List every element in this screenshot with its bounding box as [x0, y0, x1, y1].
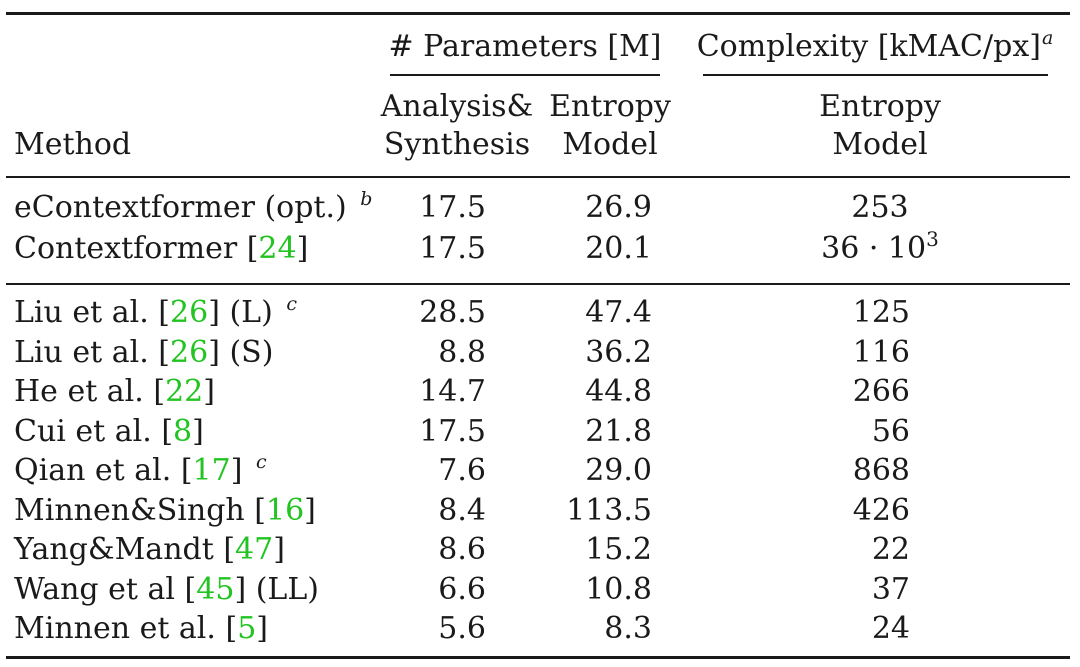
analysis-synthesis-value: 8.4 — [438, 492, 486, 528]
bottom-rule — [6, 656, 1070, 659]
group-separator-rule — [6, 283, 1070, 285]
citation-link[interactable]: 5 — [237, 611, 257, 646]
complexity-value: 116 — [852, 334, 910, 370]
analysis-synthesis-value: 6.6 — [438, 571, 486, 607]
entropy-complexity-header: Entropy Model — [819, 89, 941, 162]
method-name: Cui et al. — [14, 413, 152, 449]
entropy-params-value: 36.2 — [585, 334, 652, 370]
complexity-value: 868 — [852, 453, 910, 488]
method-name: Yang&Mandt — [14, 532, 214, 567]
analysis-synthesis-value: 17.5 — [419, 190, 486, 225]
method-cell: Minnen&Singh [16] — [14, 492, 316, 528]
method-cell: Minnen et al. [5] — [14, 611, 268, 646]
method-cell: eContextformer (opt.) b — [14, 188, 373, 229]
citation-link[interactable]: 45 — [196, 571, 235, 607]
complexity-group-header: Complexity [kMAC/px]a — [696, 27, 1054, 64]
method-name: He et al. — [14, 374, 144, 409]
method-variant: (LL) — [255, 571, 319, 607]
method-cell: Liu et al. [26] (S) — [14, 334, 274, 370]
citation-link[interactable]: 24 — [258, 231, 297, 266]
entropy-params-header: Entropy Model — [549, 89, 671, 162]
citation-link[interactable]: 26 — [170, 295, 209, 330]
method-cell: Cui et al. [8] — [14, 413, 204, 449]
complexity-value: 125 — [852, 295, 910, 330]
entropy-params-value: 8.3 — [604, 611, 652, 646]
citation-link[interactable]: 16 — [265, 492, 305, 528]
method-cell: Contextformer [24] — [14, 231, 309, 266]
footnote-marker: c — [286, 293, 297, 315]
method-name: Minnen et al. — [14, 611, 216, 646]
citation-link[interactable]: 8 — [173, 413, 193, 449]
method-header: Method — [14, 127, 132, 162]
complexity-value: 266 — [852, 374, 910, 409]
citation-link[interactable]: 26 — [170, 334, 209, 370]
complexity-value: 24 — [871, 611, 910, 646]
footnote-marker: b — [360, 188, 373, 210]
params-cmidrule — [390, 74, 660, 76]
complexity-value: 426 — [852, 492, 910, 528]
entropy-params-value: 21.8 — [585, 413, 652, 449]
exponent: 3 — [926, 227, 939, 251]
entropy-params-value: 15.2 — [585, 532, 652, 567]
analysis-synthesis-value: 8.6 — [438, 532, 486, 567]
entropy-params-value: 26.9 — [585, 190, 652, 225]
method-name: Minnen&Singh — [14, 492, 245, 528]
complexity-value: 37 — [871, 571, 910, 607]
method-cell: He et al. [22] — [14, 374, 215, 409]
citation-link[interactable]: 17 — [192, 453, 231, 488]
complexity-value: 36 · 103 — [821, 227, 939, 266]
method-cell: Liu et al. [26] (L) c — [14, 293, 297, 330]
method-name: eContextformer (opt.) — [14, 190, 347, 225]
analysis-synthesis-value: 17.5 — [419, 413, 486, 449]
entropy-params-value: 20.1 — [585, 231, 652, 266]
entropy-params-value: 10.8 — [585, 571, 652, 607]
method-variant: (S) — [229, 334, 274, 370]
analysis-synthesis-header: Analysis& Synthesis — [380, 89, 534, 162]
method-name: Wang et al — [14, 571, 176, 607]
entropy-params-value: 113.5 — [566, 492, 652, 528]
entropy-params-value: 47.4 — [585, 295, 652, 330]
header-rule — [6, 176, 1070, 178]
method-name: Contextformer — [14, 231, 238, 266]
method-variant: (L) — [229, 295, 273, 330]
analysis-synthesis-value: 5.6 — [438, 611, 486, 646]
method-cell: Yang&Mandt [47] — [14, 532, 285, 567]
citation-link[interactable]: 47 — [235, 532, 274, 567]
method-name: Qian et al. — [14, 453, 172, 488]
analysis-synthesis-value: 14.7 — [419, 374, 486, 409]
params-group-header: # Parameters [M] — [388, 29, 662, 64]
complexity-value: 56 — [871, 413, 910, 449]
analysis-synthesis-value: 7.6 — [438, 453, 486, 488]
top-rule — [6, 12, 1070, 15]
footnote-marker: c — [256, 451, 267, 473]
entropy-params-value: 44.8 — [585, 374, 652, 409]
analysis-synthesis-value: 28.5 — [419, 295, 486, 330]
complexity-cmidrule — [703, 74, 1048, 76]
analysis-synthesis-value: 8.8 — [438, 334, 486, 370]
method-name: Liu et al. — [14, 295, 149, 330]
citation-link[interactable]: 22 — [165, 374, 204, 409]
method-cell: Wang et al [45] (LL) — [14, 571, 319, 607]
analysis-synthesis-value: 17.5 — [419, 231, 486, 266]
complexity-value: 253 — [851, 190, 909, 225]
method-cell: Qian et al. [17] c — [14, 451, 267, 488]
complexity-value: 22 — [871, 532, 910, 567]
complexity-footnote-marker: a — [1041, 27, 1054, 49]
entropy-params-value: 29.0 — [585, 453, 652, 488]
method-name: Liu et al. — [14, 334, 149, 370]
